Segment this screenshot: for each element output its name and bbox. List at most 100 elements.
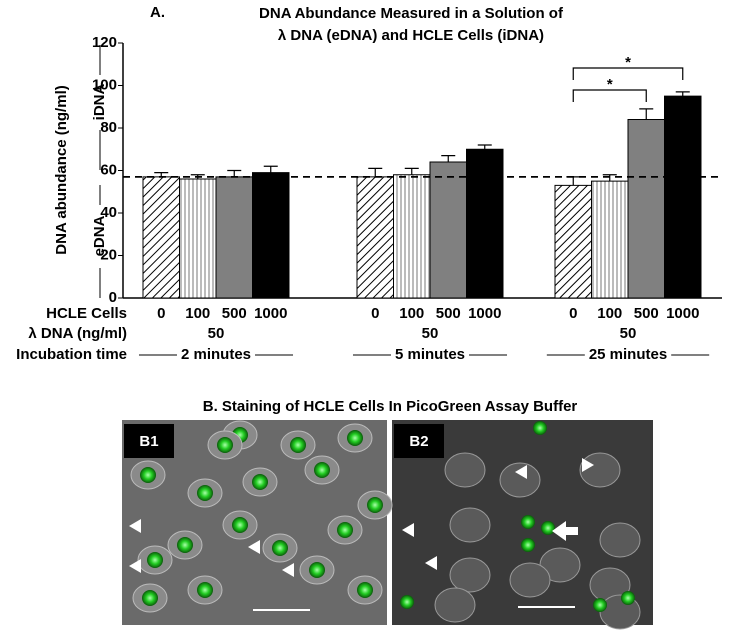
bar (664, 95, 702, 299)
significance-bracket (572, 89, 647, 102)
time-label: 2 minutes (181, 346, 251, 363)
lambda-label: 50 (422, 325, 439, 342)
cell (579, 452, 621, 488)
nucleus (357, 582, 373, 598)
nucleus (272, 540, 288, 556)
y-side-label: eDNA (91, 215, 108, 256)
y-axis-label: DNA abundance (ng/ml) (53, 85, 70, 254)
cell (509, 562, 551, 598)
x-tick-label: 0 (157, 305, 165, 322)
cell (499, 462, 541, 498)
nucleus (621, 591, 635, 605)
x-tick-label: 500 (436, 305, 461, 322)
bar (591, 180, 629, 299)
cell (449, 557, 491, 593)
bar (179, 178, 217, 299)
nucleus (309, 562, 325, 578)
nucleus (400, 595, 414, 609)
error-bar (263, 165, 278, 173)
cell (449, 507, 491, 543)
bar (142, 176, 180, 299)
significance-label: * (607, 76, 613, 93)
nucleus (147, 552, 163, 568)
bar (393, 174, 431, 299)
nucleus (593, 598, 607, 612)
bar (356, 176, 394, 299)
nucleus (337, 522, 353, 538)
x-tick-label: 100 (185, 305, 210, 322)
x-tick-label: 500 (222, 305, 247, 322)
y-tick-label: 0 (109, 289, 117, 306)
time-label: 25 minutes (589, 346, 667, 363)
panel-label: B2 (409, 433, 428, 450)
x-tick-label: 100 (597, 305, 622, 322)
error-bar (639, 108, 654, 120)
nucleus (367, 497, 383, 513)
error-bar (566, 176, 581, 186)
row-label: Incubation time (16, 346, 127, 363)
arrowhead (282, 563, 294, 577)
y-tick-label: 40 (100, 204, 117, 221)
time-label: 5 minutes (395, 346, 465, 363)
x-tick-label: 1000 (254, 305, 287, 322)
bar (215, 176, 253, 299)
cell (434, 587, 476, 623)
y-tick-label: 60 (100, 161, 117, 178)
nucleus (140, 467, 156, 483)
error-bar (477, 144, 492, 150)
bar (252, 172, 290, 299)
lambda-label: 50 (620, 325, 637, 342)
x-tick-label: 1000 (468, 305, 501, 322)
significance-bracket (572, 67, 684, 80)
error-bar (368, 167, 383, 177)
nucleus (541, 521, 555, 535)
micrographs: B1 B2 (122, 420, 653, 630)
arrowhead (402, 523, 414, 537)
arrow (552, 521, 578, 541)
nucleus (177, 537, 193, 553)
cell (444, 452, 486, 488)
nucleus (290, 437, 306, 453)
nucleus (533, 421, 547, 435)
arrowhead (129, 519, 141, 533)
bar (627, 119, 665, 299)
x-tick-label: 1000 (666, 305, 699, 322)
y-tick-label: 20 (100, 246, 117, 263)
panel-b-title: B. Staining of HCLE Cells In PicoGreen A… (203, 398, 578, 415)
error-bar (675, 91, 690, 97)
nucleus (314, 462, 330, 478)
error-bar (227, 169, 242, 177)
nucleus (197, 485, 213, 501)
bar (554, 184, 592, 299)
error-bar (441, 155, 456, 162)
y-tick-label: 120 (92, 34, 117, 51)
chart-title: DNA Abundance Measured in a Solution of (259, 5, 564, 22)
arrowhead (425, 556, 437, 570)
arrowhead (129, 559, 141, 573)
cell (599, 522, 641, 558)
nucleus (232, 517, 248, 533)
arrowhead (582, 458, 594, 472)
panel-label: B1 (139, 433, 158, 450)
y-tick-label: 100 (92, 76, 117, 93)
nucleus (142, 590, 158, 606)
bar (466, 148, 504, 299)
nucleus (347, 430, 363, 446)
x-tick-label: 500 (634, 305, 659, 322)
label-box (394, 424, 444, 458)
chart-title: λ DNA (eDNA) and HCLE Cells (iDNA) (278, 27, 544, 44)
nucleus (521, 515, 535, 529)
error-bar (404, 167, 419, 175)
x-tick-label: 100 (399, 305, 424, 322)
y-tick-label: 80 (100, 119, 117, 136)
row-label: HCLE Cells (46, 305, 127, 322)
arrowhead (248, 540, 260, 554)
x-tick-label: 0 (569, 305, 577, 322)
panel-label: A. (150, 4, 165, 21)
nucleus (521, 538, 535, 552)
error-bar (602, 174, 617, 182)
arrowhead (515, 465, 527, 479)
significance-label: * (625, 54, 631, 71)
x-tick-label: 0 (371, 305, 379, 322)
